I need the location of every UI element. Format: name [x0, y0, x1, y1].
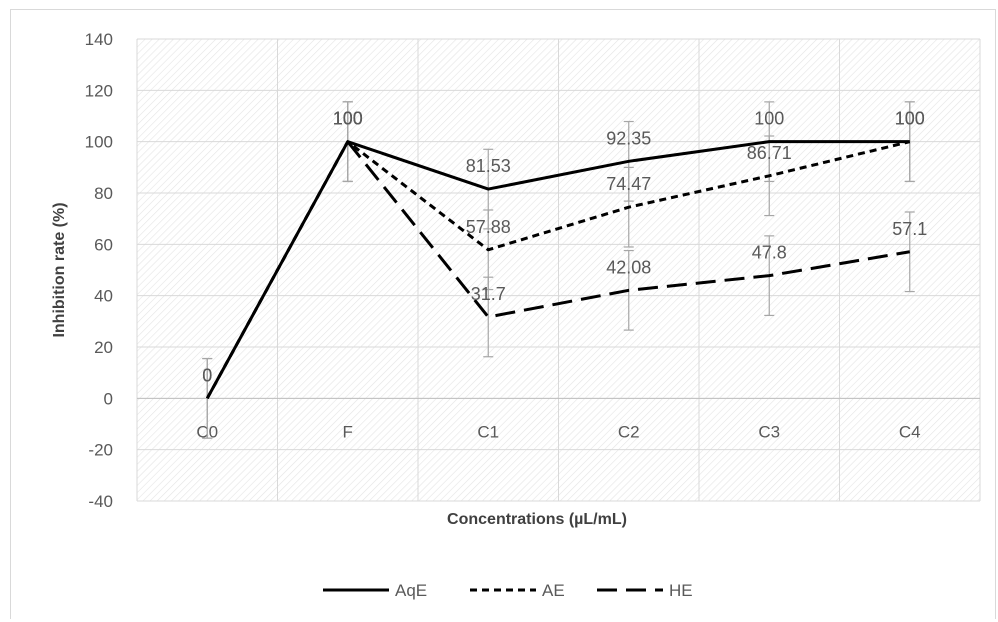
legend: AqE AE HE	[323, 581, 693, 600]
data-label: 100	[333, 109, 363, 129]
data-label: 42.08	[606, 257, 651, 277]
data-label: 74.47	[606, 174, 651, 194]
data-label: 31.7	[471, 284, 506, 304]
legend-label: AE	[542, 581, 565, 600]
data-label: 0	[202, 365, 212, 385]
y-tick-label: -20	[88, 441, 113, 460]
data-label: 0	[202, 365, 212, 385]
x-tick-label: F	[343, 422, 353, 441]
data-label: 100	[333, 109, 363, 129]
data-label: 100	[895, 109, 925, 129]
series-line-ae	[205, 140, 911, 400]
data-label: 57.1	[892, 219, 927, 239]
series-line-he	[346, 140, 911, 319]
data-label: 81.53	[466, 156, 511, 176]
y-tick-label: 140	[85, 30, 113, 49]
y-tick-label: 80	[94, 184, 113, 203]
data-label: 57.88	[466, 217, 511, 237]
x-tick-label: C2	[618, 422, 640, 441]
data-label: 47.8	[752, 243, 787, 263]
x-tick-label: C3	[758, 422, 780, 441]
data-label: 100	[333, 109, 363, 129]
y-axis-title: Inhibition rate (%)	[51, 202, 68, 337]
data-label: 100	[754, 109, 784, 129]
x-tick-label: C1	[477, 422, 499, 441]
data-label: 100	[895, 109, 925, 129]
y-tick-label: 60	[94, 235, 113, 254]
data-label: 92.35	[606, 128, 651, 148]
x-axis-title: Concentrations (µL/mL)	[447, 511, 627, 528]
y-tick-label: 0	[104, 389, 113, 408]
y-tick-label: 40	[94, 287, 113, 306]
y-tick-label: 120	[85, 81, 113, 100]
data-label: 86.71	[747, 143, 792, 163]
legend-label: AqE	[395, 581, 427, 600]
y-tick-label: 20	[94, 338, 113, 357]
chart-frame	[10, 9, 996, 619]
y-tick-label: 100	[85, 133, 113, 152]
legend-label: HE	[669, 581, 693, 600]
y-tick-label: -40	[88, 492, 113, 511]
x-tick-label: C4	[899, 422, 921, 441]
